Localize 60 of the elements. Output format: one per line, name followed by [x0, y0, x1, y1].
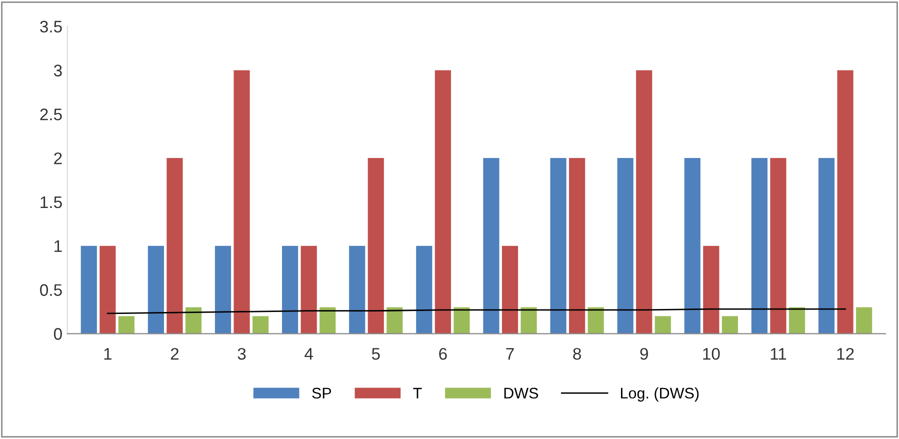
bar [118, 316, 134, 334]
bar [483, 158, 500, 334]
y-tick-label: 2.5 [40, 108, 62, 120]
bar [684, 158, 700, 334]
bar [368, 158, 384, 334]
y-tick-label: 0.5 [40, 284, 62, 296]
y-tick-label: 0 [54, 328, 62, 340]
x-tick-label: 6 [439, 348, 447, 360]
bar [502, 246, 518, 334]
legend-label: Log. (DWS) [620, 387, 699, 402]
x-tick-label: 7 [506, 348, 514, 360]
x-tick-label: 3 [238, 348, 246, 360]
bar [166, 158, 183, 334]
bar [818, 158, 835, 334]
bar [837, 70, 854, 334]
legend-label: T [413, 388, 422, 398]
x-tick-label: 12 [837, 348, 854, 360]
x-tick-label: 11 [770, 348, 786, 360]
bar [300, 246, 317, 334]
y-tick-label: 2 [54, 152, 62, 164]
bar [80, 246, 97, 334]
bar [588, 307, 604, 334]
bar [703, 246, 720, 334]
bar [654, 316, 671, 334]
bar [617, 158, 634, 334]
x-tick-label: 1 [104, 348, 112, 360]
bar [770, 158, 786, 334]
x-tick-label: 8 [573, 348, 581, 360]
legend-label: SP [312, 388, 332, 399]
bar [722, 316, 738, 334]
x-tick-label: 9 [640, 348, 648, 360]
x-tick-label: 10 [703, 348, 720, 360]
bar [788, 307, 806, 334]
x-tick-label: 2 [170, 348, 179, 360]
y-tick-label: 1.5 [40, 196, 62, 208]
bar [148, 246, 164, 334]
bar [569, 158, 586, 334]
bar [636, 70, 652, 334]
bar [434, 70, 451, 334]
bar [185, 307, 202, 334]
bar [520, 307, 537, 334]
bar [252, 316, 269, 334]
bar [751, 158, 768, 334]
bar [349, 246, 366, 334]
y-tick-label: 3 [54, 64, 62, 76]
x-tick-label: 4 [304, 348, 313, 360]
bar [416, 246, 432, 334]
bar [100, 246, 116, 334]
bar [454, 307, 470, 334]
bar [214, 246, 232, 334]
y-tick-label: 1 [54, 240, 62, 252]
legend-label: DWS [504, 388, 538, 399]
bar [320, 307, 336, 334]
bar [386, 307, 403, 334]
bar [856, 307, 872, 334]
bar [282, 246, 298, 334]
x-tick-label: 5 [372, 348, 380, 360]
y-tick-label: 3.5 [40, 20, 62, 33]
bar [550, 158, 566, 334]
bar [234, 70, 250, 334]
